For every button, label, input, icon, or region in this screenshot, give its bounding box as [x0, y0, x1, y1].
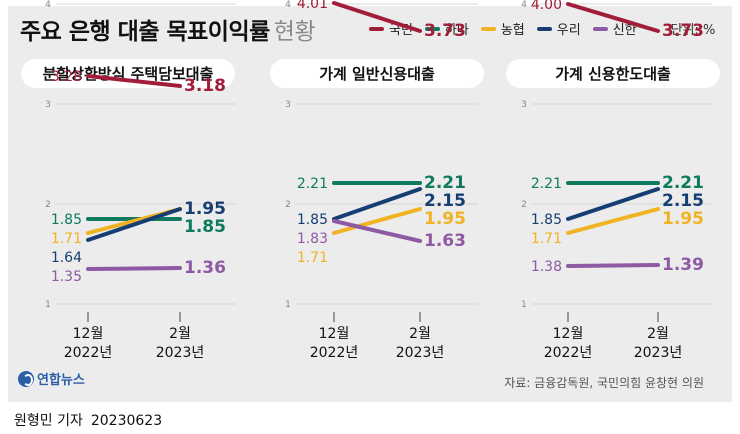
logo-text: 연합뉴스 [37, 373, 85, 388]
end-value-label: 1.36 [184, 258, 226, 278]
byline-author: 원형민 기자 [14, 413, 83, 429]
legend-swatch [592, 26, 608, 31]
panel-title-credit-loan: 가계 일반신용대출 [270, 59, 484, 88]
legend-item-hana: 하나 [424, 19, 469, 38]
x-tick-label: 2022년 [64, 345, 113, 361]
panel-title-credit-line: 가계 신용한도대출 [506, 59, 720, 88]
y-tick-label: 2 [521, 200, 527, 210]
series-line [566, 263, 660, 268]
x-tick-label: 2023년 [156, 345, 205, 361]
end-value-label: 1.95 [184, 199, 226, 219]
end-value-label: 2.21 [424, 173, 466, 193]
y-tick-label: 1 [285, 300, 291, 310]
end-value-label: 3.73 [662, 21, 704, 41]
end-value-label: 2.21 [662, 173, 704, 193]
page-title: 주요 은행 대출 목표이익률 현황 [20, 12, 316, 46]
legend-swatch [480, 26, 496, 31]
legend-item-shinhan: 신한 [592, 19, 637, 38]
legend-item-nonghyup: 농협 [480, 19, 525, 38]
byline: 원형민 기자 20230623 [14, 410, 162, 430]
x-tick-label: 12월 [73, 326, 104, 342]
x-tick-label: 2022년 [310, 345, 359, 361]
y-tick-label: 1 [521, 300, 527, 310]
series-line [332, 219, 422, 243]
x-tick-label: 2월 [169, 326, 191, 342]
y-tick-label: 3 [45, 100, 51, 110]
end-value-label: 3.73 [424, 21, 466, 41]
legend-label: 신한 [612, 23, 637, 38]
start-value-label: 1.85 [51, 212, 82, 228]
start-value-label: 1.71 [51, 231, 82, 247]
start-value-label: 4.01 [297, 0, 328, 12]
series-line [86, 266, 182, 271]
x-tick-label: 2023년 [634, 345, 683, 361]
logo-icon [18, 370, 34, 387]
y-tick-label: 3 [285, 100, 291, 110]
series-line [86, 74, 182, 88]
end-value-label: 3.18 [184, 76, 226, 96]
legend-item-woori: 우리 [536, 19, 581, 38]
start-value-label: 3.28 [51, 69, 82, 85]
start-value-label: 2.21 [531, 176, 562, 192]
start-value-label: 1.64 [51, 250, 82, 266]
legend-label: 농협 [500, 23, 525, 38]
x-tick-label: 2월 [409, 326, 431, 342]
end-value-label: 2.15 [662, 191, 704, 211]
start-value-label: 1.71 [297, 250, 328, 266]
end-value-label: 1.85 [184, 217, 226, 237]
x-tick-label: 2022년 [544, 345, 593, 361]
y-tick-label: 1 [45, 300, 51, 310]
legend-swatch [536, 26, 552, 31]
end-value-label: 1.95 [424, 209, 466, 229]
series-line [332, 207, 422, 235]
legend-label: 하나 [444, 23, 469, 38]
start-value-label: 1.83 [297, 231, 328, 247]
start-value-label: 1.38 [531, 259, 562, 275]
legend-swatch [369, 26, 384, 31]
y-tick-label: 3 [521, 100, 527, 110]
byline-date: 20230623 [90, 413, 163, 429]
panel-title-mortgage: 분할상환방식 주택담보대출 [21, 59, 235, 88]
start-value-label: 2.21 [297, 176, 328, 192]
y-tick-label: 4 [285, 0, 291, 10]
end-value-label: 2.15 [424, 191, 466, 211]
series-line [332, 187, 422, 221]
series-line [566, 207, 660, 235]
y-tick-label: 2 [285, 200, 291, 210]
x-tick-label: 2023년 [396, 345, 445, 361]
y-tick-label: 4 [521, 0, 527, 10]
series-line [86, 207, 182, 242]
source-note: 자료: 금융감독원, 국민의힘 윤창현 의원 [504, 376, 704, 390]
start-value-label: 1.71 [531, 231, 562, 247]
news-logo: 연합뉴스 [18, 369, 85, 388]
legend-label: 우리 [556, 23, 581, 38]
title-main: 주요 은행 대출 목표이익률 [20, 19, 270, 45]
legend-swatch [424, 26, 440, 31]
start-value-label: 1.85 [297, 212, 328, 228]
x-tick-label: 2월 [647, 326, 669, 342]
start-value-label: 1.35 [51, 269, 82, 285]
series-line [332, 1, 422, 33]
unit-label: 단위: % [670, 23, 716, 38]
title-subtitle: 현황 [273, 19, 316, 45]
end-value-label: 1.39 [662, 255, 704, 275]
x-tick-label: 12월 [319, 326, 350, 342]
y-tick-label: 4 [45, 0, 51, 10]
series-line [566, 2, 660, 33]
start-value-label: 4.00 [531, 0, 562, 13]
start-value-label: 1.85 [531, 212, 562, 228]
end-value-label: 1.95 [662, 209, 704, 229]
x-tick-label: 12월 [553, 326, 584, 342]
y-tick-label: 2 [45, 200, 51, 210]
series-line [566, 187, 660, 221]
end-value-label: 1.63 [424, 231, 466, 251]
